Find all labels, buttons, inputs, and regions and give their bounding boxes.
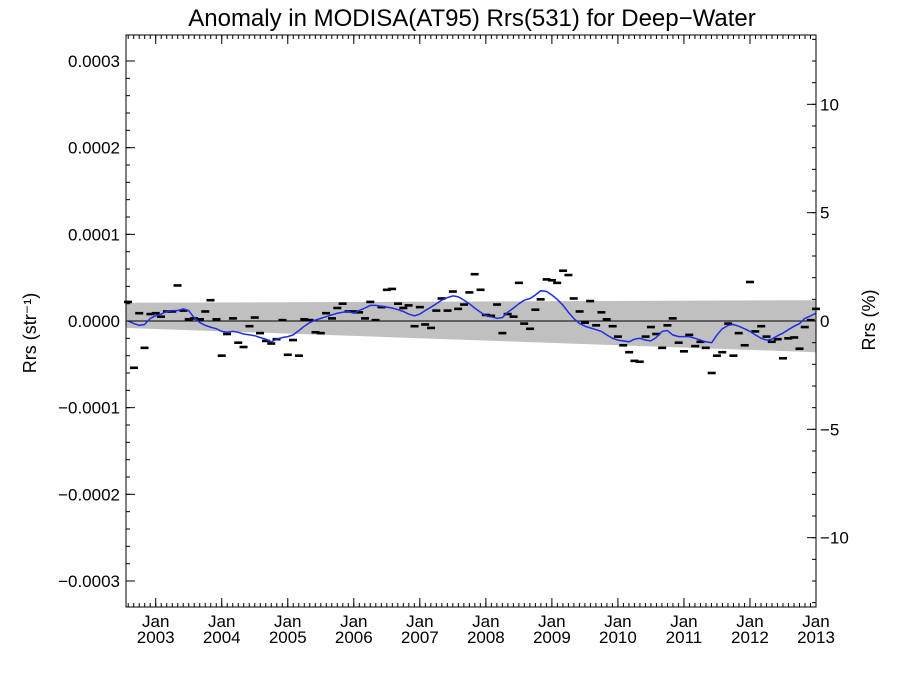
x-tick-month-5: Jan [406, 612, 433, 631]
x-tick-year-8: 2010 [599, 628, 637, 647]
y-tick-label-right-5: −10 [820, 529, 849, 548]
y-axis-label-right: Rrs (%) [859, 290, 879, 351]
y-tick-label-left-4: 0.0000 [68, 312, 120, 331]
x-tick-year-4: 2006 [335, 628, 373, 647]
y-tick-label-left-2: 0.0002 [68, 139, 120, 158]
x-tick-month-11: Jan [802, 612, 829, 631]
y-tick-label-left-3: 0.0001 [68, 225, 120, 244]
x-tick-month-10: Jan [736, 612, 763, 631]
y-axis-label-left: Rrs (str⁻¹) [20, 293, 40, 373]
plot-area: 0.0003 0.0002 0.0001 0.0000 −0.0001 −0.0002 −0… [58, 34, 849, 647]
y-tick-label-left-7: −0.0003 [58, 572, 120, 591]
x-tick-month-9: Jan [670, 612, 697, 631]
x-tick-year-6: 2008 [467, 628, 505, 647]
x-tick-month-2: Jan [208, 612, 235, 631]
x-tick-year-5: 2007 [401, 628, 439, 647]
y-tick-label-right-3: 0 [820, 312, 829, 331]
x-tick-month-4: Jan [340, 612, 367, 631]
y-tick-label-right-4: −5 [820, 420, 839, 439]
y-tick-label-left-6: −0.0002 [58, 485, 120, 504]
running-mean-line [127, 289, 817, 344]
x-tick-year-7: 2009 [533, 628, 571, 647]
x-tick-month-3: Jan [274, 612, 301, 631]
uncertainty-band [126, 300, 816, 353]
x-tick-year-2: 2004 [203, 628, 241, 647]
x-tick-year-10: 2012 [731, 628, 769, 647]
x-tick-month-7: Jan [538, 612, 565, 631]
x-tick-month-8: Jan [604, 612, 631, 631]
x-tick-year-11: 2013 [797, 628, 835, 647]
y-tick-label-right-2: 5 [820, 204, 829, 223]
y-tick-label-left-5: −0.0001 [58, 399, 120, 418]
x-tick-year-3: 2005 [269, 628, 307, 647]
y-tick-label-right-1: 10 [820, 95, 839, 114]
x-tick-year-9: 2011 [666, 628, 703, 647]
x-tick-year-1: 2003 [137, 628, 175, 647]
chart-title: Anomaly in MODISA(AT95) Rrs(531) for Dee… [188, 5, 756, 32]
x-tick-month-1: Jan [142, 612, 169, 631]
y-tick-label-left-1: 0.0003 [68, 52, 120, 71]
x-tick-month-6: Jan [472, 612, 499, 631]
